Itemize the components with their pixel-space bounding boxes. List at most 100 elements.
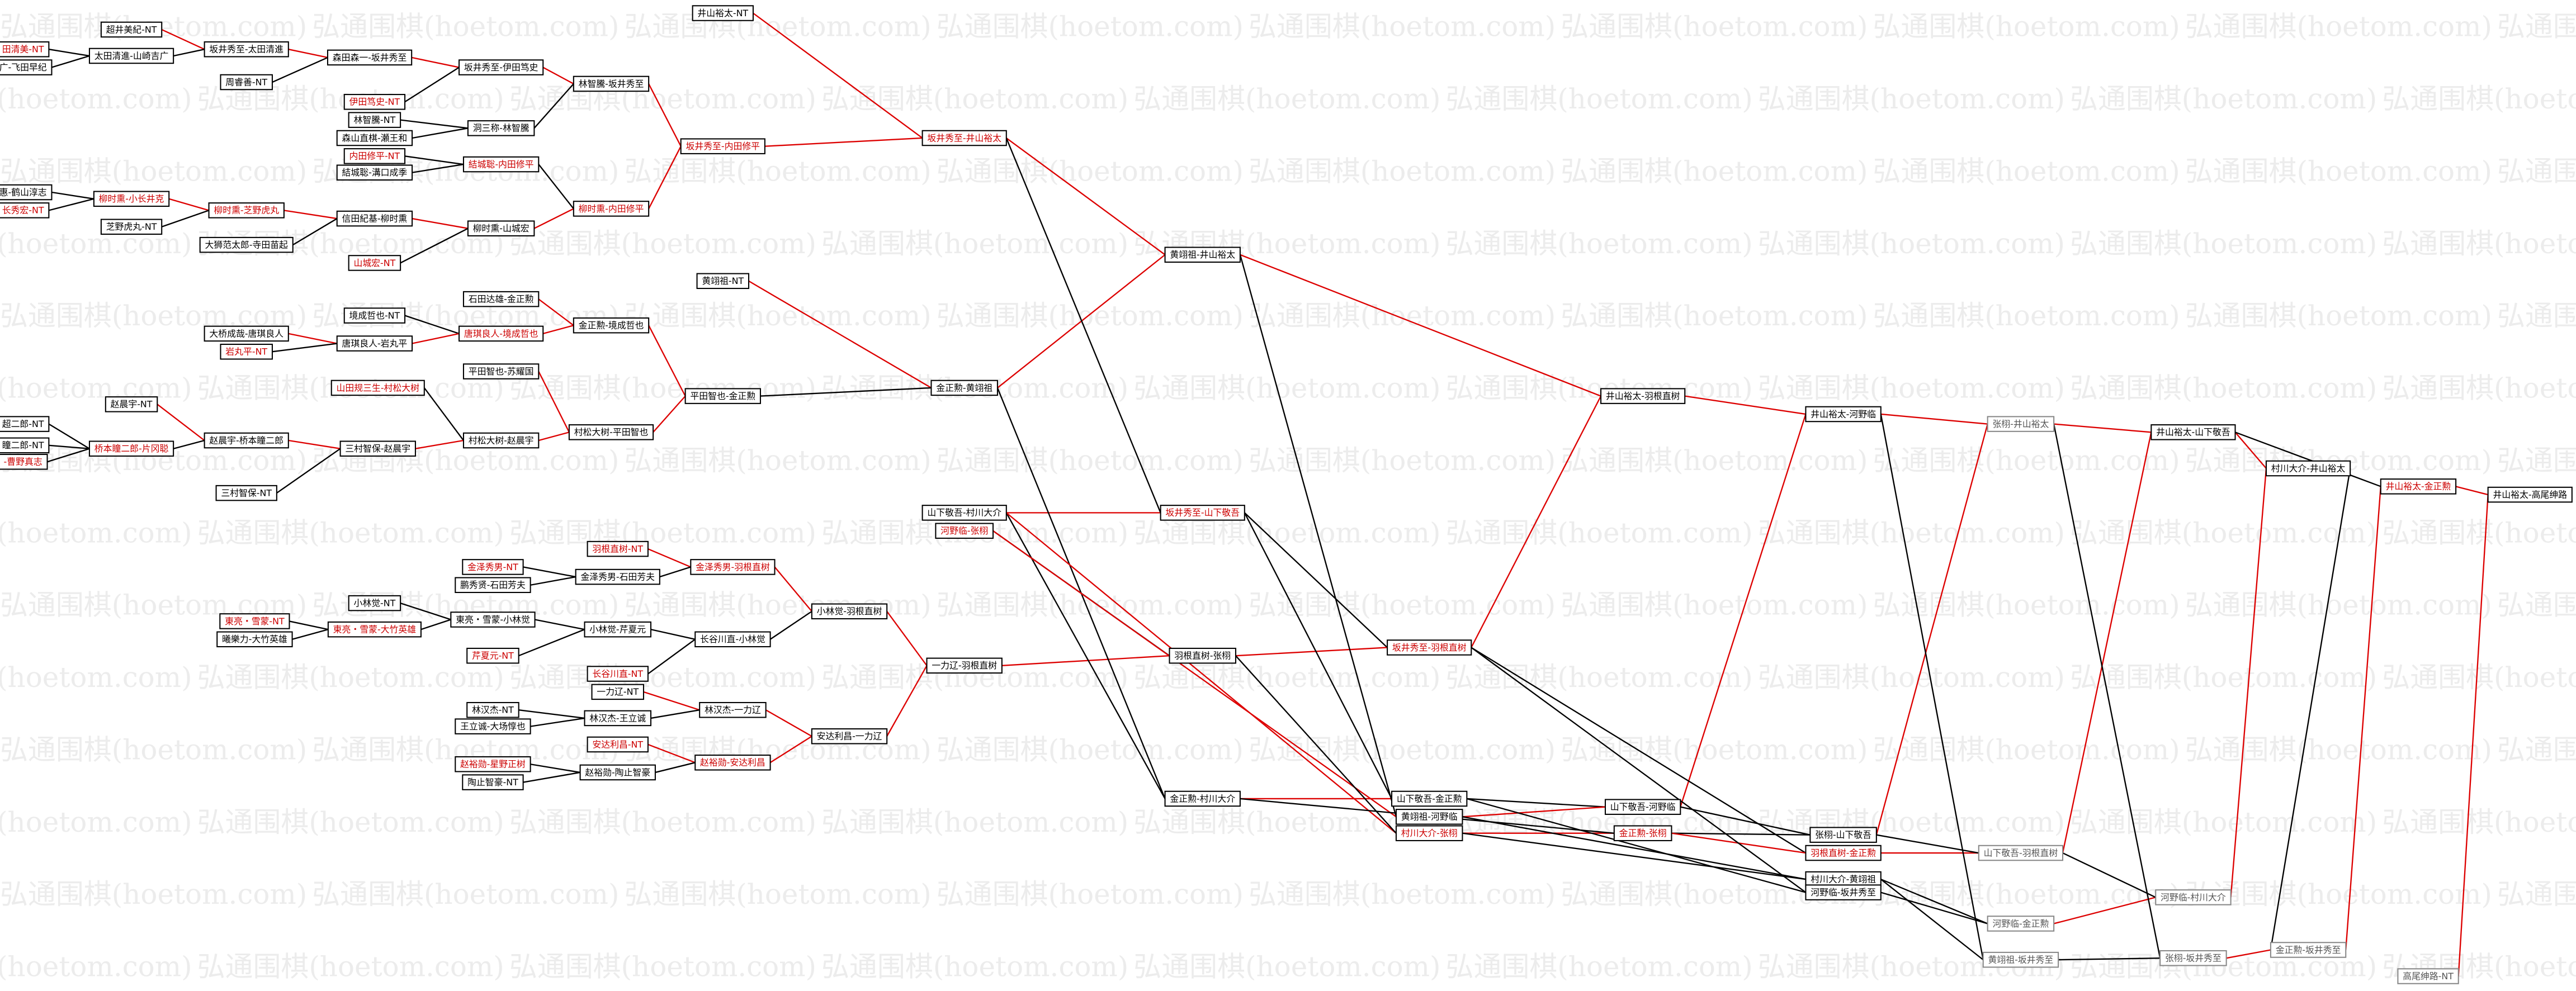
match-box xyxy=(348,595,401,611)
match-label: 金正勲-坂井秀至 xyxy=(2276,945,2341,955)
match-box xyxy=(694,755,771,771)
match-box xyxy=(466,647,519,664)
match-node: 東亮・雪蒙-小林觉 xyxy=(450,611,536,628)
match-label: 平田智也-金正勲 xyxy=(690,391,755,401)
bracket-edge xyxy=(411,56,460,68)
match-node: 赵晨宇-桥本瞳二郎 xyxy=(204,432,289,449)
match-box xyxy=(204,432,289,449)
watermark-text: 弘通围棋(hoetom.com) xyxy=(1561,733,1868,766)
bracket-edge xyxy=(1244,512,1388,648)
watermark-text: 弘通围棋(hoetom.com) xyxy=(1133,372,1440,405)
match-label: 小林觉-NT xyxy=(353,598,395,608)
match-node: 惠-鹤山淳志 xyxy=(0,184,53,201)
match-box xyxy=(584,710,652,727)
match-box xyxy=(1164,246,1241,263)
match-node: 信田紀基-柳时熏 xyxy=(336,210,413,227)
match-node: 大狮范太郎-寺田苗起 xyxy=(199,236,294,253)
watermark-text: 弘通围棋(hoetom.com) xyxy=(1133,516,1440,549)
match-label: 林智騰-NT xyxy=(353,115,395,125)
match-node: 井山裕太-金正勲 xyxy=(2380,478,2457,495)
match-box xyxy=(327,49,413,66)
bracket-edge xyxy=(412,217,469,229)
match-label: 坂井秀至-太田清進 xyxy=(209,44,283,55)
match-label: 山城宏-NT xyxy=(353,258,395,268)
bracket-edge xyxy=(1240,254,1601,397)
match-node: 陶止智豪-NT xyxy=(462,774,524,790)
bracket-edge xyxy=(1462,806,1606,818)
watermark-text: 弘通围棋(hoetom.com) xyxy=(1758,661,2065,694)
match-node: 周睿善-NT xyxy=(220,74,273,91)
watermark-text: 弘通围棋(hoetom.com) xyxy=(937,155,1244,187)
bracket-edge xyxy=(2053,424,2161,959)
match-node: 三村智保-赵晨宇 xyxy=(339,440,416,457)
bracket-edge xyxy=(1239,254,1397,817)
bracket-edge xyxy=(753,12,923,139)
match-box xyxy=(584,621,652,638)
match-box xyxy=(1387,639,1472,656)
watermark-text: 弘通围棋(hoetom.com) xyxy=(2185,300,2492,332)
match-node: 井山裕太-山下敬吾 xyxy=(2150,424,2236,440)
match-node: 村松大树-平田智也 xyxy=(568,424,654,440)
match-box xyxy=(2150,424,2236,440)
match-box xyxy=(1805,845,1882,861)
watermark-text: 弘通围棋(hoetom.com) xyxy=(937,878,1244,911)
watermark-text: 弘通围棋(hoetom.com) xyxy=(821,806,1128,838)
bracket-edge xyxy=(648,325,686,397)
watermark-text: 弘通围棋(hoetom.com) xyxy=(1561,444,1868,477)
watermark-text: 弘通围棋(hoetom.com) xyxy=(1133,951,1440,983)
bracket-edge xyxy=(1005,137,1161,513)
match-label: 村松大树-赵晨宇 xyxy=(469,435,534,445)
match-node: 坂井秀至-太田清進 xyxy=(204,41,289,58)
match-node: 超井美紀-NT xyxy=(100,21,163,38)
match-box xyxy=(1987,916,2055,932)
match-label: 大桥成哉-唐琪良人 xyxy=(209,328,283,339)
match-box xyxy=(0,184,53,201)
match-label: 张栩-山下敬吾 xyxy=(1815,829,1871,840)
bracket-edge xyxy=(659,566,691,578)
match-box xyxy=(0,202,50,219)
bracket-edge xyxy=(161,29,205,50)
match-box xyxy=(1164,790,1241,807)
bracket-edge xyxy=(404,67,460,103)
watermark-text: 弘通围棋(hoetom.com) xyxy=(2070,227,2377,260)
bracket-edge xyxy=(400,119,469,129)
match-node: 平田智也-苏耀国 xyxy=(462,363,540,380)
watermark-text: 弘通围棋(hoetom.com) xyxy=(2382,661,2576,694)
bracket-edge xyxy=(2058,957,2161,961)
bracket-edge xyxy=(1680,414,1807,808)
match-label: 金泽秀男-羽根直树 xyxy=(696,562,770,572)
watermark-text: 弘通围棋(hoetom.com) xyxy=(2185,878,2492,911)
match-node: 山下敬吾-村川大介 xyxy=(921,505,1007,521)
watermark-text: 弘通围棋(hoetom.com) xyxy=(1446,83,1753,115)
match-box xyxy=(692,5,754,21)
bracket-edge xyxy=(523,771,580,783)
bracket-edge xyxy=(400,602,451,620)
watermark-text: 弘通围棋(hoetom.com) xyxy=(1249,878,1556,911)
match-box xyxy=(935,523,994,539)
match-box xyxy=(100,21,163,38)
watermark-text: 弘通围棋(hoetom.com) xyxy=(1758,372,2065,405)
match-box xyxy=(336,210,413,227)
match-label: 柳时熏-内田修平 xyxy=(579,203,644,214)
bracket-edge xyxy=(1471,396,1602,648)
watermark-text: 弘通围棋(hoetom.com) xyxy=(821,83,1128,115)
watermark-text: 弘通围棋(hoetom.com) xyxy=(2497,589,2576,622)
match-label: 一力辽-羽根直树 xyxy=(932,660,997,671)
match-node: 赵裕勋-安达利昌 xyxy=(694,755,771,771)
match-box xyxy=(0,453,48,470)
match-box xyxy=(466,701,519,718)
match-box xyxy=(930,380,998,396)
bracket-edge xyxy=(1680,806,1811,836)
bracket-edge xyxy=(420,619,451,630)
match-node: 河野临-金正勲 xyxy=(1987,916,2055,932)
match-node: 石田达雄-金正勲 xyxy=(462,291,540,307)
match-box xyxy=(455,718,531,734)
watermark-text: 弘通围棋(hoetom.com) xyxy=(624,444,931,477)
watermark-text: 弘通围棋(hoetom.com) xyxy=(1758,516,2065,549)
match-box xyxy=(1978,845,2064,861)
match-label: 坂井秀至-伊田笃史 xyxy=(464,62,538,73)
bracket-edge xyxy=(523,566,576,578)
bracket-edge xyxy=(1006,512,1397,834)
watermark-text: 弘通围棋(hoetom.com) xyxy=(509,661,816,694)
match-node: 长秀宏-NT xyxy=(0,202,50,219)
